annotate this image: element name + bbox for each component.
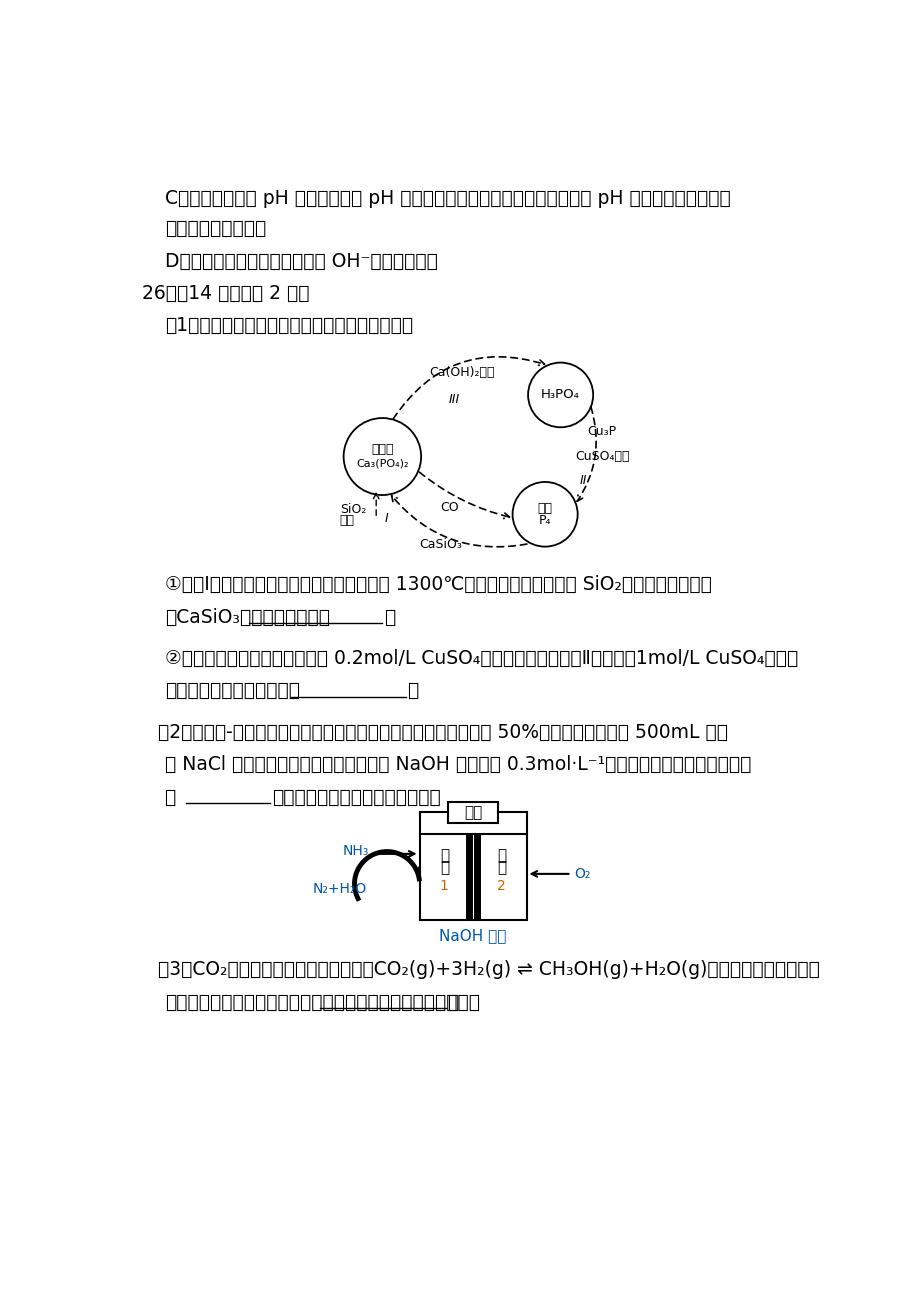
Text: 1: 1 [439, 879, 448, 892]
Text: 白磷: 白磷 [537, 503, 552, 516]
Text: NH₃: NH₃ [343, 844, 369, 858]
Text: O₂: O₂ [574, 867, 590, 881]
Text: 极: 极 [439, 861, 448, 875]
Text: CO: CO [440, 501, 459, 514]
Text: 负载: 负载 [463, 805, 482, 820]
Text: P₄: P₄ [539, 514, 550, 527]
Text: N₂+H₂O: N₂+H₂O [312, 883, 367, 896]
Text: 磷灰石: 磷灰石 [370, 443, 393, 456]
Bar [419, 833, 526, 921]
Text: 焦炭: 焦炭 [339, 514, 355, 527]
Text: 体积变化忽略不计）: 体积变化忽略不计） [165, 219, 267, 238]
Text: Ca₃(PO₄)₂: Ca₃(PO₄)₂ [356, 458, 408, 469]
Text: Ca(OH)₂溶液: Ca(OH)₂溶液 [429, 366, 494, 379]
Text: ②不慎将白磷沾到皮肤上，可用 0.2mol/L CuSO₄溶液冲洗，根据步骤Ⅱ可判断，1mol/L CuSO₄溶液所: ②不慎将白磷沾到皮肤上，可用 0.2mol/L CuSO₄溶液冲洗，根据步骤Ⅱ可… [165, 648, 798, 668]
Text: ①步骤Ⅰ为白磷的工业生产方法之一，反应在 1300℃的高温炉中进行，其中 SiO₂的作用是用于造渣: ①步骤Ⅰ为白磷的工业生产方法之一，反应在 1300℃的高温炉中进行，其中 SiO… [165, 575, 711, 594]
Text: 以实现上述反应在常温常压下进行的装置。写出甲槽的电极反应: 以实现上述反应在常温常压下进行的装置。写出甲槽的电极反应 [165, 992, 480, 1012]
Text: III: III [448, 393, 460, 406]
Text: H₃PO₄: H₃PO₄ [540, 388, 580, 401]
Text: 。（假设溶液电解前后体积不变）: 。（假设溶液电解前后体积不变） [271, 788, 440, 807]
Text: （2）某液氨-液氧燃料电池示意图如图，该燃料电池的工作效率为 50%，现用作电源电解 500mL 的饱: （2）某液氨-液氧燃料电池示意图如图，该燃料电池的工作效率为 50%，现用作电源… [157, 723, 727, 742]
Text: 26．（14 分，每空 2 分）: 26．（14 分，每空 2 分） [142, 284, 310, 303]
Text: I: I [384, 512, 388, 525]
Text: 电: 电 [439, 848, 448, 863]
Text: 为: 为 [165, 788, 183, 807]
Text: 。: 。 [383, 608, 395, 626]
Text: NaOH 溶液: NaOH 溶液 [439, 928, 506, 943]
Text: Cu₃P: Cu₃P [587, 426, 617, 439]
Text: 能氧化的白磷的物质的量为: 能氧化的白磷的物质的量为 [165, 681, 300, 700]
Text: 和 NaCl 溶液，电解结束后，所得溶液中 NaOH 的浓度为 0.3mol·L⁻¹，则该过程中消耗氨气的质量: 和 NaCl 溶液，电解结束后，所得溶液中 NaOH 的浓度为 0.3mol·L… [165, 755, 751, 775]
Text: II: II [579, 474, 586, 487]
Text: 极: 极 [496, 861, 505, 875]
Text: 。: 。 [447, 992, 458, 1012]
Text: C．电解时阳极区 pH 降低、阴极区 pH 升高，撤去隔膜混合后，与原溶液比较 pH 降低（假设电解前后: C．电解时阳极区 pH 降低、阴极区 pH 升高，撤去隔膜混合后，与原溶液比较 … [165, 189, 731, 207]
Text: （1）磷及部分重要化合物的相互转化如图所示。: （1）磷及部分重要化合物的相互转化如图所示。 [165, 316, 413, 336]
Text: （3）CO₂用于合成甲醇反应方程式为：CO₂(g)+3H₂(g) ⇌ CH₃OH(g)+H₂O(g)右图是科学家正研发的: （3）CO₂用于合成甲醇反应方程式为：CO₂(g)+3H₂(g) ⇌ CH₃OH… [157, 960, 819, 979]
Text: D．若隔膜为阴离子交换膜，则 OH⁻自右向左移动: D．若隔膜为阴离子交换膜，则 OH⁻自右向左移动 [165, 251, 437, 271]
Bar [448, 802, 497, 823]
Text: （CaSiO₃），焦炭的作用是: （CaSiO₃），焦炭的作用是 [165, 608, 330, 626]
Text: 电: 电 [496, 848, 505, 863]
Text: CaSiO₃: CaSiO₃ [419, 538, 461, 551]
Text: 2: 2 [497, 879, 505, 892]
Text: CuSO₄溶液: CuSO₄溶液 [574, 450, 630, 464]
Text: SiO₂: SiO₂ [339, 503, 366, 516]
Text: 。: 。 [407, 681, 418, 700]
